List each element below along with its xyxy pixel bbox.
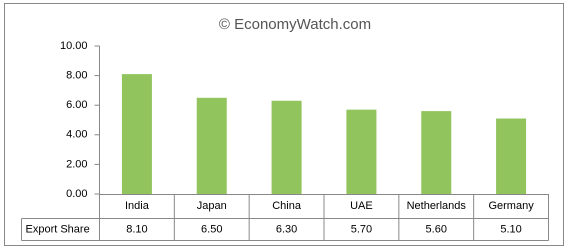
data-label: 5.60: [426, 223, 447, 235]
x-tick-label: Japan: [197, 200, 227, 212]
bar: [121, 74, 152, 194]
data-label: 5.70: [351, 223, 372, 235]
y-tick-label: 0.00: [66, 188, 87, 200]
data-label: 8.10: [126, 223, 147, 235]
chart-title: © EconomyWatch.com: [219, 16, 371, 33]
bar: [421, 111, 452, 194]
data-label: 6.30: [276, 223, 297, 235]
x-tick-label: India: [125, 200, 150, 212]
y-tick-label: 4.00: [66, 129, 87, 141]
data-label: 6.50: [201, 223, 222, 235]
y-tick-label: 6.00: [66, 99, 87, 111]
y-tick-label: 10.00: [60, 40, 88, 52]
x-tick-label: Germany: [488, 200, 534, 212]
bar: [496, 118, 527, 194]
x-tick-label: China: [272, 200, 302, 212]
bar: [271, 100, 302, 194]
bar: [196, 97, 227, 194]
y-tick-label: 8.00: [66, 70, 87, 82]
bar: [346, 109, 377, 194]
y-tick-label: 2.00: [66, 158, 87, 170]
x-tick-label: Netherlands: [407, 200, 467, 212]
x-tick-label: UAE: [350, 200, 373, 212]
data-label: 5.10: [500, 223, 521, 235]
legend-label: Export Share: [26, 223, 90, 235]
